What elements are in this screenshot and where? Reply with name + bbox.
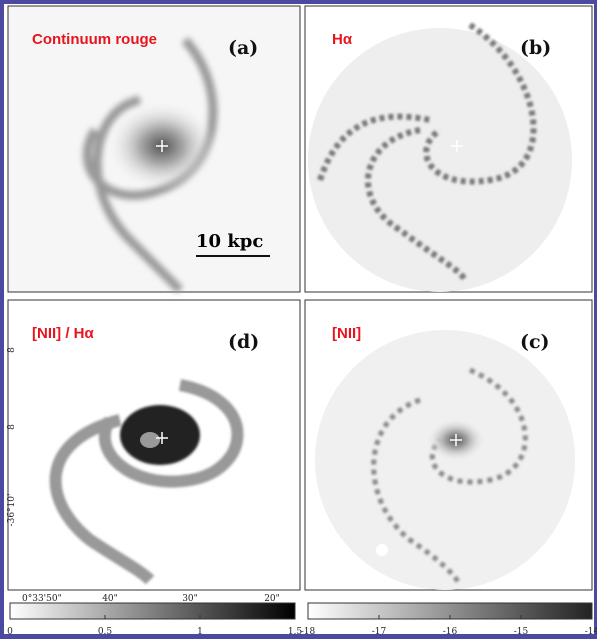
y-axis-label: -36°10' <box>7 494 17 527</box>
panel-letter: (b) <box>520 37 551 59</box>
colorbar-tick-label: 1.5 <box>288 627 303 637</box>
colorbar <box>9 602 296 620</box>
panel-d <box>7 299 301 591</box>
panel-b <box>304 5 593 293</box>
x-axis-label: 0°33'50" <box>22 594 62 604</box>
colorbar-tick-label: -16 <box>443 627 458 637</box>
colorbar-tick-label: 1 <box>197 627 203 637</box>
panel-letter: (a) <box>228 37 258 59</box>
panel-label: [NII] <box>332 325 361 342</box>
y-axis-label: 8 <box>7 347 17 353</box>
panel-label: Continuum rouge <box>32 31 157 48</box>
panel-c <box>304 299 593 591</box>
colorbar-tick-label: 0 <box>7 627 13 637</box>
colorbar-tick-label: -18 <box>301 627 316 637</box>
x-axis-label: 40" <box>102 594 118 604</box>
colorbar-tick-label: -15 <box>514 627 529 637</box>
colorbar-tick-label: -17 <box>372 627 387 637</box>
colorbar-tick-label: 0.5 <box>98 627 113 637</box>
panel-label: Hα <box>332 31 353 48</box>
panel-letter: (c) <box>520 331 550 353</box>
x-axis-label: 30" <box>182 594 198 604</box>
colorbar-tick-label: -14 <box>585 627 597 637</box>
panel-letter: (d) <box>228 331 259 353</box>
x-axis-label: 20" <box>264 594 280 604</box>
panel-a <box>7 5 301 294</box>
y-axis-label: 8 <box>7 424 17 430</box>
panel-label: [NII] / Hα <box>32 325 94 342</box>
scale-bar-label: 10 kpc <box>196 231 263 252</box>
